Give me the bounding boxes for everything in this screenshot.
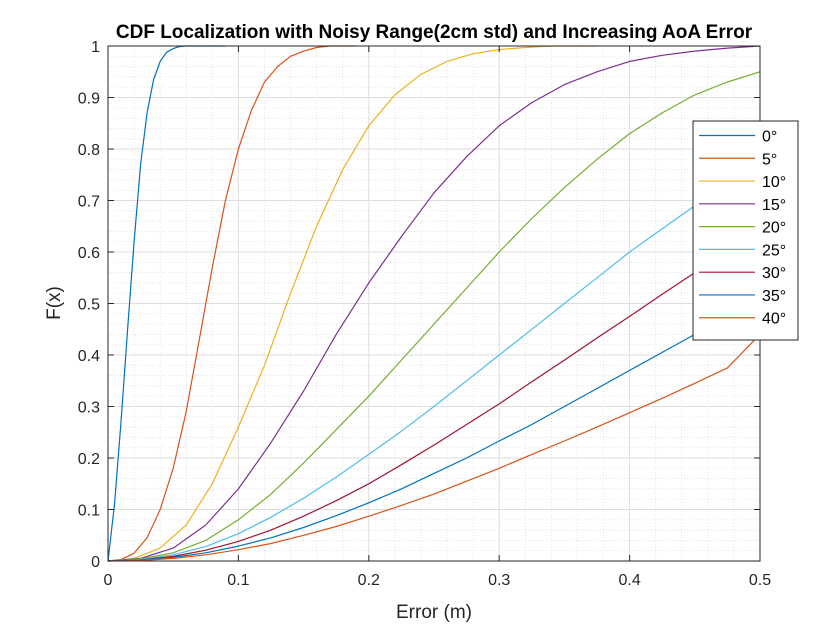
y-tick-label: 0.6 xyxy=(78,245,100,262)
y-tick-label: 0.8 xyxy=(78,142,100,159)
series-line-2 xyxy=(107,45,356,562)
x-tick-label: 0 xyxy=(104,572,113,589)
y-axis-ticks: 0 0.1 0.2 0.3 0.4 0.5 0.6 0.7 0.8 0.9 1 xyxy=(78,39,760,571)
x-tick-label: 0.2 xyxy=(358,572,380,589)
series-line-7 xyxy=(107,233,761,562)
legend-label: 15° xyxy=(762,197,786,214)
legend: 0° 5° 10° 15° 20° 25° 30° 35° 40° xyxy=(692,120,799,341)
y-axis-label: F(x) xyxy=(44,286,65,320)
y-tick-label: 0.2 xyxy=(78,451,100,468)
x-tick-label: 0.4 xyxy=(618,572,640,589)
series-line-3 xyxy=(107,45,597,562)
legend-label: 30° xyxy=(762,265,786,282)
series-line-5 xyxy=(107,71,761,562)
x-tick-label: 0.3 xyxy=(488,572,510,589)
y-tick-label: 0.5 xyxy=(78,297,100,314)
series-line-8 xyxy=(107,297,761,562)
series-line-6 xyxy=(107,163,761,562)
legend-label: 35° xyxy=(762,288,786,305)
legend-label: 25° xyxy=(762,242,786,259)
legend-label: 20° xyxy=(762,220,786,237)
x-axis-ticks: 0 0.1 0.2 0.3 0.4 0.5 xyxy=(104,46,771,589)
x-tick-label: 0.5 xyxy=(749,572,771,589)
legend-box xyxy=(692,120,799,341)
y-tick-label: 0.1 xyxy=(78,503,100,520)
legend-label: 10° xyxy=(762,174,786,191)
y-tick-label: 1 xyxy=(91,39,100,56)
y-tick-label: 0.3 xyxy=(78,400,100,417)
x-axis-label: Error (m) xyxy=(396,602,472,623)
series-line-9 xyxy=(107,333,761,562)
legend-label: 0° xyxy=(762,129,777,146)
y-tick-label: 0.7 xyxy=(78,194,100,211)
series-layer xyxy=(107,45,761,562)
series-line-4 xyxy=(107,45,761,562)
chart-title: CDF Localization with Noisy Range(2cm st… xyxy=(116,22,753,43)
legend-label: 5° xyxy=(762,151,777,168)
y-tick-label: 0 xyxy=(91,554,100,571)
y-tick-label: 0.4 xyxy=(78,348,100,365)
x-tick-label: 0.1 xyxy=(227,572,249,589)
y-tick-label: 0.9 xyxy=(78,91,100,108)
legend-label: 40° xyxy=(762,311,786,328)
